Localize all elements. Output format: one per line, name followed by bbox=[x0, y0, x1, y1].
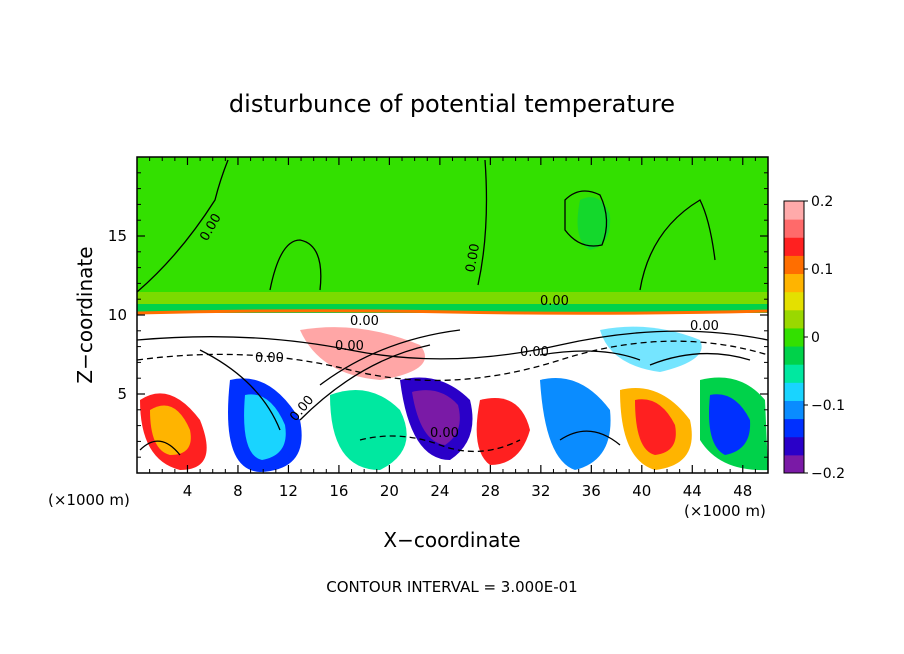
chart-title: disturbunce of potential temperature bbox=[229, 90, 675, 118]
y-axis: 5 10 15 bbox=[108, 172, 768, 458]
x-tick-label: 12 bbox=[279, 482, 298, 500]
x-tick-label: 20 bbox=[380, 482, 399, 500]
x-tick-label: 32 bbox=[531, 482, 550, 500]
colorbar-tick-label: 0.2 bbox=[811, 194, 833, 210]
y-tick-label: 5 bbox=[117, 385, 127, 403]
colorbar-swatch bbox=[784, 237, 804, 256]
contour-lines bbox=[137, 159, 768, 456]
contour-label: 0.00 bbox=[520, 345, 549, 360]
colorbar-swatch bbox=[784, 400, 804, 420]
x-axis-label: X−coordinate bbox=[383, 528, 520, 552]
colorbar-swatch bbox=[784, 255, 804, 275]
colorbar-swatch bbox=[784, 418, 804, 438]
x-tick-label: 8 bbox=[233, 482, 243, 500]
colorbar-swatch bbox=[784, 382, 804, 401]
x-tick-label: 16 bbox=[329, 482, 348, 500]
colorbar-ticks: 0.2 0.1 0 −0.1 −0.2 bbox=[804, 194, 845, 482]
tropopause-band bbox=[137, 292, 768, 304]
contour-label: 0.00 bbox=[335, 339, 364, 354]
contour-interval-note: CONTOUR INTERVAL = 3.000E-01 bbox=[326, 578, 577, 596]
colorbar-swatch bbox=[784, 219, 804, 238]
colorbar-swatch bbox=[784, 346, 804, 365]
colorbar-tick-label: 0 bbox=[811, 330, 820, 346]
colorbar-swatch bbox=[784, 454, 804, 474]
contour-label: 0.00 bbox=[255, 351, 284, 366]
colorbar-swatch bbox=[784, 291, 804, 311]
colorbar-swatch bbox=[784, 364, 804, 383]
colorbar-swatch bbox=[784, 327, 804, 347]
anomaly-blobs bbox=[140, 326, 768, 472]
x-axis: 4 8 12 16 20 24 28 32 36 40 44 48 bbox=[149, 157, 756, 500]
x-tick-label: 4 bbox=[183, 482, 193, 500]
x-unit-left: (×1000 m) bbox=[48, 491, 130, 509]
tropopause-orange bbox=[137, 309, 768, 315]
x-tick-label: 24 bbox=[430, 482, 449, 500]
x-unit-right: (×1000 m) bbox=[684, 502, 766, 520]
x-tick-label: 28 bbox=[481, 482, 500, 500]
colorbar-tick-label: −0.2 bbox=[811, 466, 845, 482]
y-tick-label: 15 bbox=[108, 227, 127, 245]
contour-label: 0.00 bbox=[350, 314, 379, 329]
upper-blob bbox=[577, 197, 611, 250]
x-tick-label: 40 bbox=[632, 482, 651, 500]
colorbar-swatch bbox=[784, 201, 804, 220]
tropopause-edge bbox=[137, 304, 768, 313]
colorbar-swatch bbox=[784, 309, 804, 329]
colorbar bbox=[784, 201, 804, 474]
contour-label: 0.00 bbox=[540, 294, 569, 309]
contour-label: 0.00 bbox=[690, 319, 719, 334]
x-tick-label: 44 bbox=[683, 482, 702, 500]
contour-label: 0.00 bbox=[463, 242, 483, 273]
plot-area: 0.00 0.00 0.00 0.00 0.00 0.00 0.00 0.00 … bbox=[137, 157, 768, 473]
y-tick-label: 10 bbox=[108, 306, 127, 324]
colorbar-swatch bbox=[784, 273, 804, 293]
contour-label: 0.00 bbox=[430, 426, 459, 441]
colorbar-tick-label: 0.1 bbox=[811, 262, 833, 278]
x-tick-label: 36 bbox=[582, 482, 601, 500]
colorbar-tick-label: −0.1 bbox=[811, 398, 845, 414]
y-axis-label: Z−coordinate bbox=[73, 246, 97, 383]
colorbar-swatch bbox=[784, 436, 804, 456]
x-tick-label: 48 bbox=[733, 482, 752, 500]
